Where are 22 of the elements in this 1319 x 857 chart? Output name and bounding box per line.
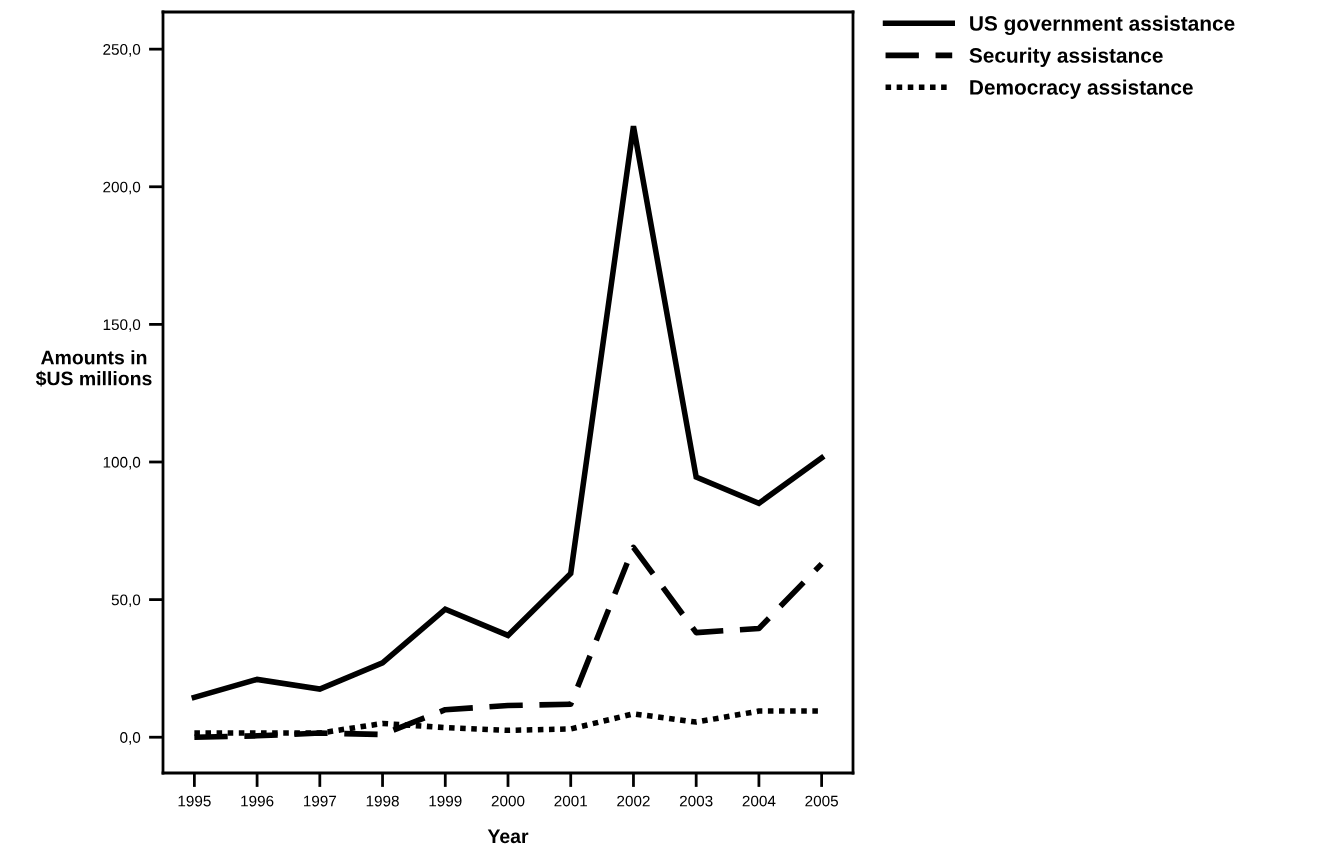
- legend-label: Democracy assistance: [970, 79, 1193, 99]
- x-tick-label: 1998: [366, 795, 399, 807]
- legend-label: US government assistance: [970, 15, 1235, 36]
- x-tick-label: 1997: [303, 795, 337, 807]
- y-tick-label: 50,0: [111, 594, 141, 608]
- x-tick-label: 2005: [805, 795, 838, 807]
- x-tick-label: 2004: [742, 795, 776, 807]
- y-tick-label: 200,0: [103, 181, 141, 195]
- x-tick-label: 2000: [491, 795, 525, 807]
- x-axis-title: Year: [487, 829, 529, 844]
- x-tick-label: 1995: [178, 795, 211, 807]
- x-tick-label: 2001: [554, 795, 587, 807]
- x-tick-label: 1996: [241, 795, 274, 807]
- legend-label: Security assistance: [969, 47, 1163, 67]
- x-tick-label: 1999: [429, 795, 462, 807]
- x-tick-label: 2003: [679, 795, 713, 807]
- y-tick-label: 150,0: [103, 319, 141, 332]
- y-tick-label: 0,0: [120, 732, 141, 745]
- x-tick-label: 2002: [617, 795, 650, 807]
- y-tick-label: 250,0: [103, 44, 141, 57]
- y-tick-label: 100,0: [103, 456, 141, 470]
- y-axis-title: Amounts in $US millions: [35, 350, 152, 387]
